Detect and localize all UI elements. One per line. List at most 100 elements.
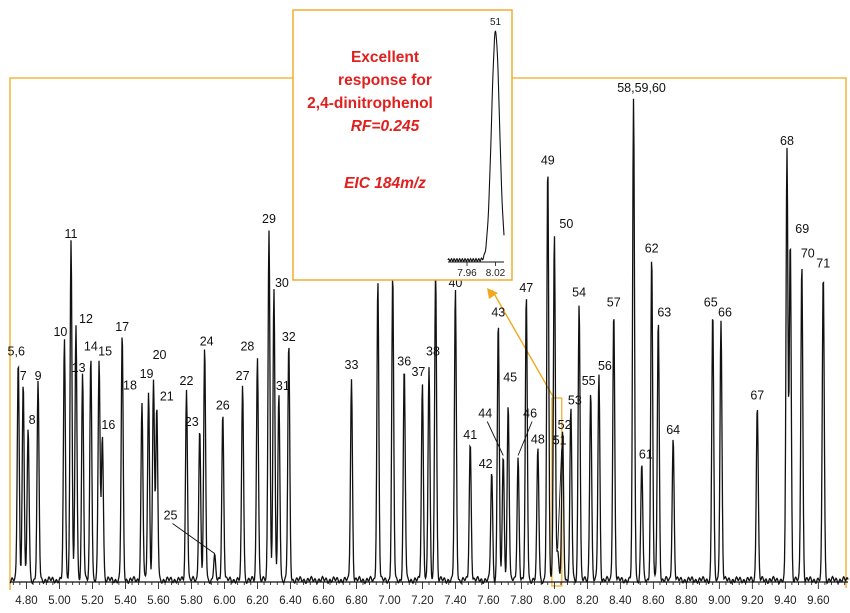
- peak-label: 47: [519, 281, 533, 295]
- x-tick-label: 5.80: [180, 595, 202, 607]
- peak-label: 24: [200, 335, 214, 349]
- peak-label: 22: [180, 374, 194, 388]
- peak-label: 68: [780, 134, 794, 148]
- peak-label: 31: [276, 379, 290, 393]
- x-axis: 4.80 5.00 5.20 5.40 5.60 5.80 6.00 6.20 6.40 6.60…: [10, 581, 848, 607]
- peak-label: 41: [463, 428, 477, 442]
- x-tick-label: 7.00: [378, 595, 400, 607]
- peak-label: 62: [645, 242, 659, 256]
- x-tick-label: 7.80: [510, 595, 532, 607]
- frame-left-top: [9, 77, 293, 590]
- peak-label: 5,6: [8, 345, 25, 359]
- x-tick-label: 8.00: [543, 595, 565, 607]
- inset-connector-line: [491, 289, 555, 399]
- peak-label: 38: [426, 344, 440, 358]
- x-tick-label: 9.40: [774, 595, 796, 607]
- x-tick-label: 6.00: [213, 595, 235, 607]
- peak-label: 64: [666, 423, 680, 437]
- peak-label: 17: [115, 320, 129, 334]
- x-tick-label: 8.60: [642, 595, 664, 607]
- peak-label: 25: [164, 509, 178, 523]
- peak-label: 45: [503, 371, 517, 385]
- peak-label: 28: [240, 340, 254, 354]
- annotation-eic: EIC 184m/z: [344, 175, 426, 192]
- peak-label: 70: [801, 247, 815, 261]
- peak-label: 53: [568, 394, 582, 408]
- x-tick-label: 7.60: [477, 595, 499, 607]
- peak-label: 32: [282, 330, 296, 344]
- x-tick-label: 9.60: [807, 595, 829, 607]
- peak-label: 42: [479, 457, 493, 471]
- chromatogram-trace-group: [9, 98, 849, 585]
- inset-peak-label: 51: [490, 17, 502, 28]
- peak-label: 10: [53, 325, 67, 339]
- peak-label: 18: [123, 379, 137, 393]
- x-tick-label: 5.00: [48, 595, 70, 607]
- x-tick-label: 9.20: [741, 595, 763, 607]
- x-tick-label: 4.80: [15, 595, 37, 607]
- peak-label: 52: [558, 418, 572, 432]
- peak-leader-line: [517, 421, 533, 456]
- peak-label: 11: [65, 227, 78, 241]
- orange-frame: [9, 77, 847, 590]
- peak-label: 8: [29, 413, 36, 427]
- peak-label: 71: [816, 256, 830, 270]
- peak-label: 21: [160, 390, 174, 404]
- x-tick-label: 6.20: [246, 595, 268, 607]
- peak-label: 33: [345, 358, 359, 372]
- annotation-line-3: 2,4-dinitrophenol: [307, 95, 433, 112]
- peak-label: 57: [607, 296, 621, 310]
- annotation-line-2: response for: [338, 72, 432, 89]
- inset-x-tick-label: 7.96: [457, 268, 477, 279]
- x-tick-label: 5.60: [147, 595, 169, 607]
- inset-frame: [292, 9, 513, 281]
- annotation-rf: RF=0.245: [351, 118, 420, 135]
- peak-label: 23: [185, 415, 199, 429]
- peak-label: 56: [598, 359, 612, 373]
- peak-label: 37: [411, 365, 425, 379]
- peak-leader-line: [486, 421, 504, 456]
- x-tick-label: 6.80: [345, 595, 367, 607]
- x-tick-label: 6.40: [279, 595, 301, 607]
- x-tick-label: 8.80: [675, 595, 697, 607]
- x-tick-label: 7.40: [444, 595, 466, 607]
- peak-label: 14: [84, 340, 98, 354]
- x-tick-label: 5.40: [114, 595, 136, 607]
- peak-label: 19: [140, 367, 154, 381]
- peak-label: 36: [397, 354, 411, 368]
- peak-leader-line: [172, 523, 215, 554]
- x-tick-label: 7.20: [411, 595, 433, 607]
- chromatogram-trace: [9, 98, 849, 585]
- inset-panel: 51 7.96 8.02 Excellent response for 2,4-dinit…: [292, 9, 513, 281]
- peak-label: 69: [795, 222, 809, 236]
- peak-label: 48: [531, 433, 545, 447]
- inset-connector-arrowhead: [487, 288, 498, 299]
- peak-label: 55: [582, 374, 596, 388]
- peak-label: 16: [101, 418, 115, 432]
- peak-label: 67: [750, 389, 764, 403]
- peak-label: 26: [216, 398, 230, 412]
- annotation-line-1: Excellent: [351, 49, 419, 66]
- peak-label: 13: [72, 361, 86, 375]
- peak-label: 7: [20, 369, 27, 383]
- x-tick-label: 9.00: [708, 595, 730, 607]
- inset-x-tick-label: 8.02: [486, 268, 506, 279]
- peak-label: 29: [262, 212, 276, 226]
- frame-right-top: [512, 77, 847, 588]
- peak-label: 58,59,60: [617, 81, 666, 95]
- peak-label: 49: [541, 153, 555, 167]
- peak-leader-line: [557, 448, 563, 549]
- peak-label: 27: [236, 369, 250, 383]
- peak-label: 51: [553, 434, 567, 448]
- x-tick-label: 8.20: [576, 595, 598, 607]
- x-tick-label: 5.20: [81, 595, 103, 607]
- peak-label: 43: [491, 305, 505, 319]
- x-tick-label: 6.60: [312, 595, 334, 607]
- peak-label: 20: [153, 348, 167, 362]
- peak-label: 50: [559, 217, 573, 231]
- inset-trace: [447, 30, 505, 263]
- x-tick-label: 8.40: [609, 595, 631, 607]
- peak-label: 12: [79, 312, 93, 326]
